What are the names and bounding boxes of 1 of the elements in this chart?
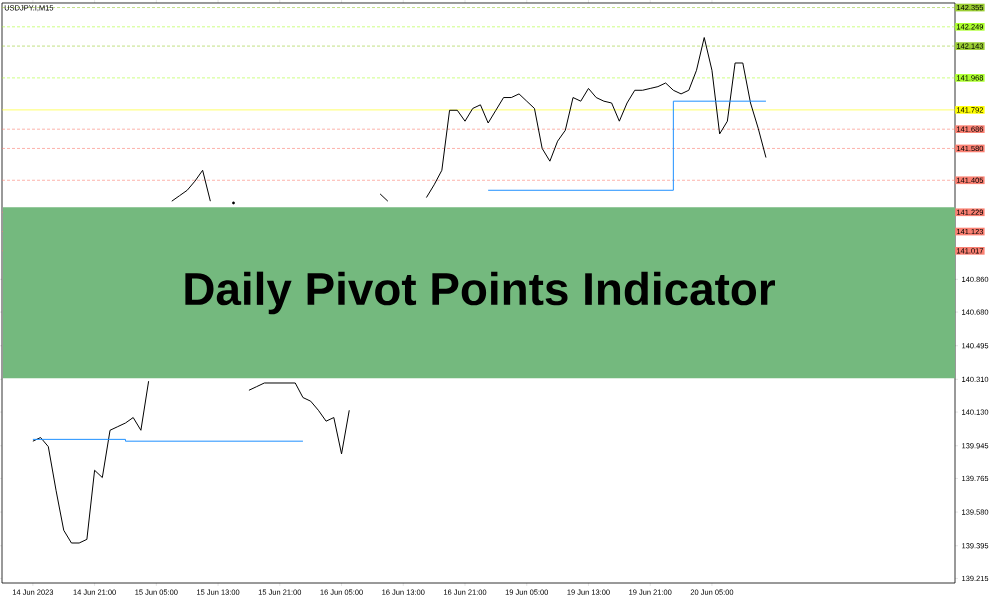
text: Daily Pivot Points Indicator <box>185 271 775 315</box>
